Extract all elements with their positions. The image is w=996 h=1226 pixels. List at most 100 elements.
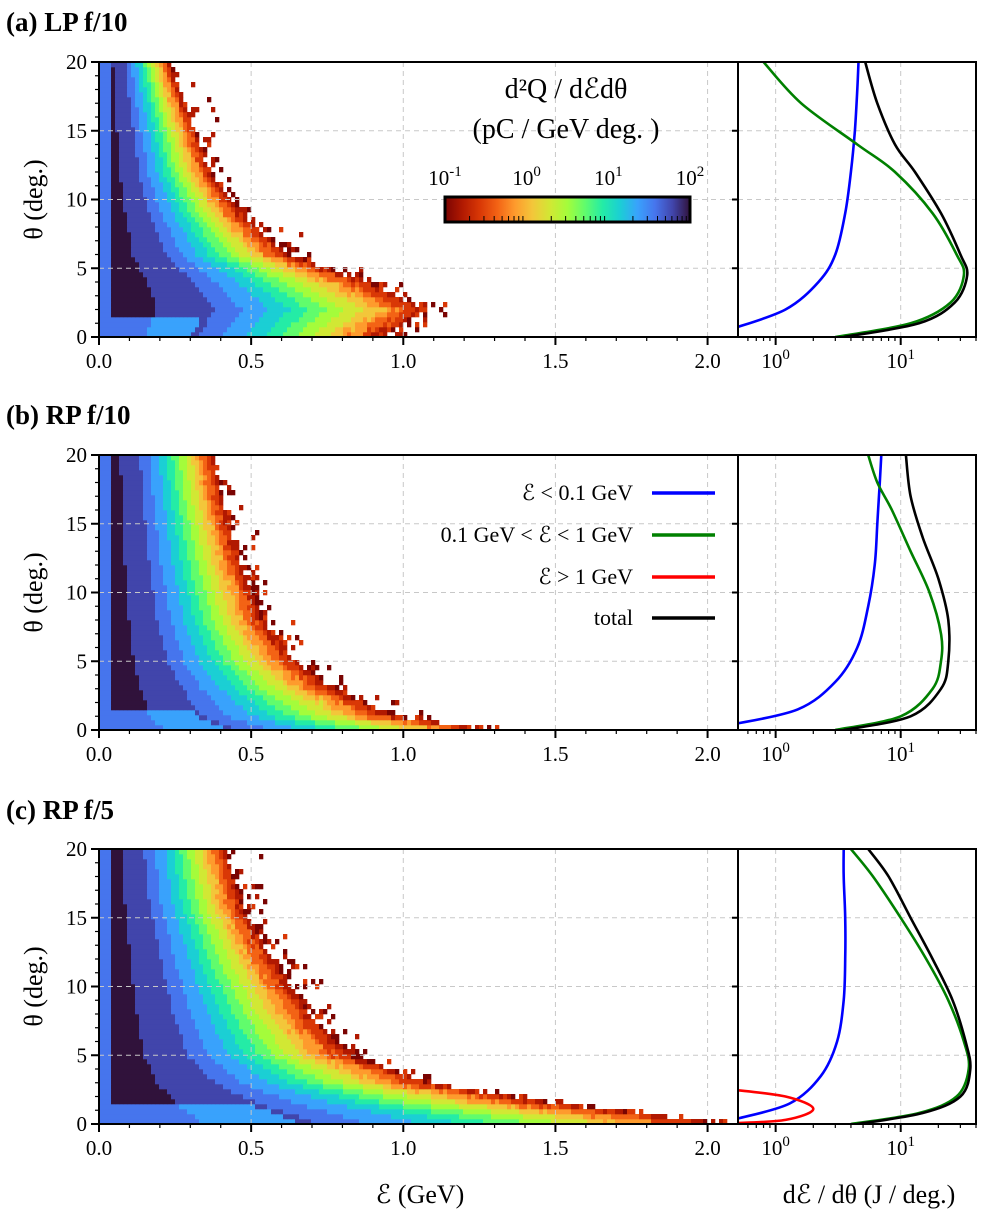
heatmap-cell [299,287,304,293]
heatmap-cell [231,720,236,726]
heatmap-cell [415,322,420,328]
heatmap-cell [247,307,252,313]
heatmap-cell [171,292,176,298]
heatmap-cell [351,297,356,303]
heatmap-cell [423,302,428,308]
heatmap-cell [327,307,332,313]
heatmap-cell [223,232,228,238]
heatmap-cell [111,500,116,506]
heatmap-cell [199,545,204,551]
heatmap-cell [287,690,292,696]
heatmap-cell [175,545,180,551]
heatmap-cell [139,710,144,716]
heatmap-cell [155,72,160,78]
heatmap-cell [139,460,144,466]
heatmap-cell [175,455,180,461]
heatmap-cell [215,675,220,681]
heatmap-cell [259,645,264,651]
heatmap-cell [171,640,176,646]
heatmap-cell [255,287,260,293]
heatmap-cell [199,620,204,626]
heatmap-cell [135,142,140,148]
heatmap-cell [175,182,180,188]
heatmap-cell [115,475,120,481]
heatmap-cell [203,232,208,238]
heatmap-cell [147,92,152,98]
heatmap-cell [127,640,132,646]
heatmap-cell [115,277,120,283]
heatmap-cell [175,645,180,651]
heatmap-cell [163,287,168,293]
heatmap-cell [119,640,124,646]
heatmap-cell [227,725,232,730]
heatmap-cell [163,107,168,113]
heatmap-cell [123,92,128,98]
heatmap-cell [163,242,168,248]
heatmap-cell [399,302,404,308]
heatmap-cell [207,307,212,313]
heatmap-cell [167,495,172,501]
heatmap-cell [139,127,144,133]
heatmap-cell [287,252,292,258]
heatmap-cell [191,312,196,318]
heatmap-cell [103,520,108,526]
heatmap-cell [159,217,164,223]
heatmap-cell [147,257,152,263]
heatmap-cell [395,302,400,308]
heatmap-cell [243,242,248,248]
heatmap-cell [143,475,148,481]
heatmap-cell [139,312,144,318]
heatmap-cell [167,82,172,88]
heatmap-cell [147,570,152,576]
heatmap-cell [243,715,248,721]
heatmap-cell [155,332,160,337]
heatmap-cell [271,705,276,711]
heatmap-cell [191,242,196,248]
heatmap-cell [115,247,120,253]
heatmap-cell [183,117,188,123]
heatmap-cell [215,650,220,656]
heatmap-cell [147,485,152,491]
heatmap-cell [175,485,180,491]
heatmap-cell [207,545,212,551]
heatmap-cell [399,312,404,318]
heatmap-cell [143,540,148,546]
heatmap-cell [115,287,120,293]
heatmap-cell [207,550,212,556]
heatmap-cell [151,480,156,486]
heatmap-cell [295,680,300,686]
heatmap-cell [239,505,244,511]
heatmap-cell [235,327,240,333]
heatmap-cell [267,237,272,243]
heatmap-cell [183,655,188,661]
heatmap-cell [227,515,232,521]
heatmap-cell [215,182,220,188]
heatmap-cell [263,665,268,671]
heatmap-cell [159,590,164,596]
heatmap-cell [163,127,168,133]
heatmap-cell [131,302,136,308]
heatmap-cell [171,635,176,641]
heatmap-cell [135,62,140,68]
heatmap-cell [399,282,404,288]
heatmap-cell [163,232,168,238]
heatmap-cell [223,630,228,636]
heatmap-cell [171,725,176,730]
heatmap-cell [159,97,164,103]
heatmap-cell [235,332,240,337]
heatmap-cell [339,690,344,696]
heatmap-cell [135,152,140,158]
heatmap-cell [283,297,288,303]
heatmap-cell [151,297,156,303]
heatmap-cell [303,705,308,711]
heatmap-cell [123,87,128,93]
heatmap-cell [263,655,268,661]
heatmap-cell [243,217,248,223]
heatmap-cell [411,307,416,313]
heatmap-cell [119,690,124,696]
heatmap-cell [171,282,176,288]
heatmap-cell [111,87,116,93]
heatmap-cell [151,655,156,661]
heatmap-cell [219,595,224,601]
heatmap-cell [215,222,220,228]
